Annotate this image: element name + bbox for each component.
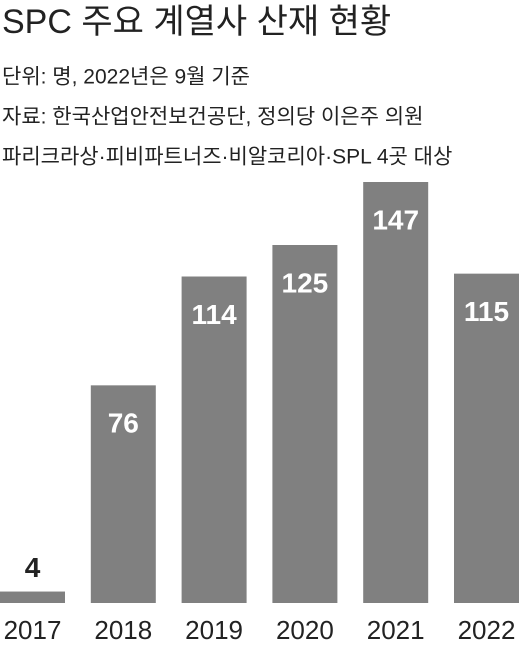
x-tick-label: 2021: [367, 615, 425, 645]
value-label: 76: [108, 408, 139, 439]
bar: [363, 182, 429, 603]
value-label: 4: [25, 552, 41, 583]
bar: [0, 591, 65, 603]
bar: [454, 273, 519, 603]
x-tick-label: 2020: [276, 615, 334, 645]
x-tick-label: 2017: [4, 615, 62, 645]
note: 자료: 한국산업안전보건공단, 정의당 이은주 의원: [2, 106, 423, 129]
bar: [90, 385, 156, 603]
bar: [272, 245, 338, 603]
x-tick-label: 2019: [185, 615, 243, 645]
note: 파리크라상·피비파트너즈·비알코리아·SPL 4곳 대상: [2, 146, 452, 169]
note: 단위: 명, 2022년은 9월 기준: [2, 66, 250, 89]
value-label: 114: [192, 299, 238, 330]
x-tick-label: 2018: [94, 615, 152, 645]
value-label: 125: [282, 267, 329, 298]
value-label: 147: [372, 204, 419, 235]
bar: [181, 276, 247, 603]
x-tick-label: 2022: [458, 615, 516, 645]
value-label: 115: [464, 296, 509, 327]
chart-title: SPC 주요 계열사 산재 현황: [2, 3, 391, 41]
